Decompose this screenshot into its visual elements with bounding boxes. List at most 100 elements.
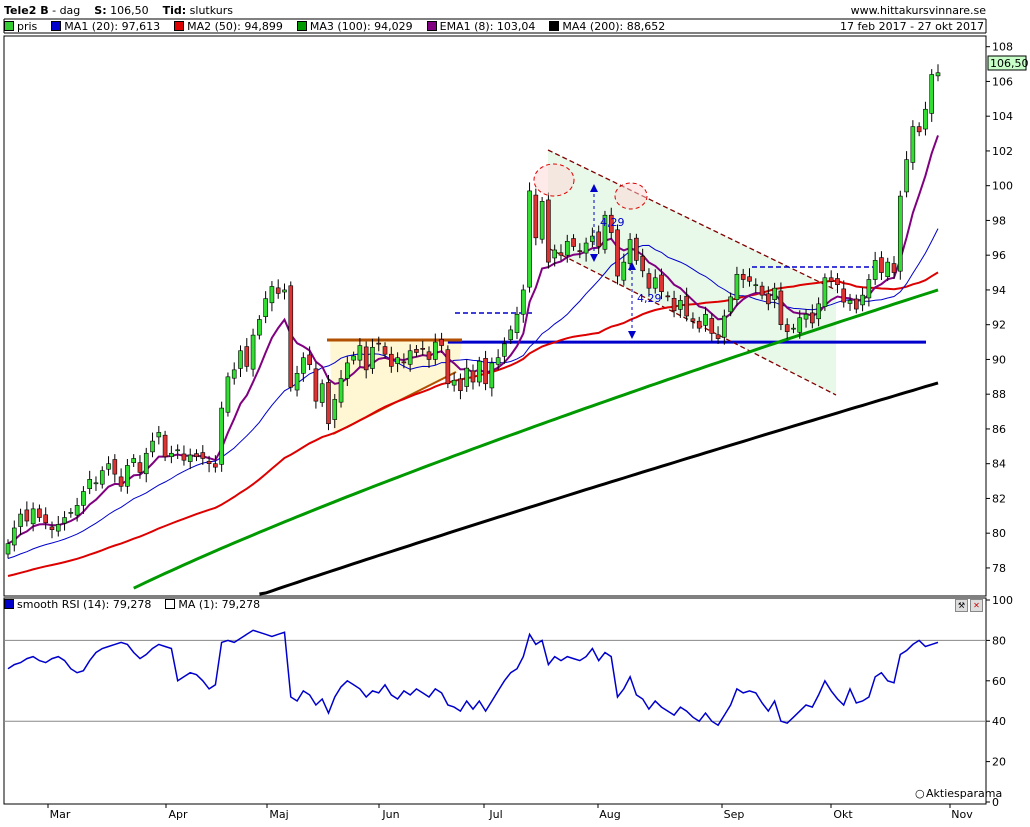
candle-body bbox=[18, 513, 23, 527]
candle-body bbox=[722, 315, 727, 338]
legend-swatch bbox=[4, 599, 14, 609]
candle-body bbox=[577, 250, 583, 253]
candle-body bbox=[854, 298, 859, 310]
candle-body bbox=[389, 353, 394, 367]
price-legend: pris MA1 (20): 97,613 MA2 (50): 94,899 MA3 … bbox=[4, 20, 679, 33]
candle-body bbox=[640, 255, 645, 272]
rsi-ytick-label: 20 bbox=[992, 756, 1006, 769]
candle-body bbox=[696, 320, 702, 329]
candle-body bbox=[476, 360, 482, 383]
candle-body bbox=[275, 287, 281, 294]
candle-body bbox=[294, 373, 300, 391]
price-ytick-label: 80 bbox=[992, 527, 1006, 540]
candle-body bbox=[206, 460, 212, 464]
candle-body bbox=[370, 346, 375, 369]
x-axis-label: Maj bbox=[269, 808, 288, 821]
candle-body bbox=[162, 434, 168, 458]
candle-body bbox=[571, 238, 576, 247]
candle-body bbox=[709, 318, 715, 334]
candle-body bbox=[740, 273, 746, 280]
watermark: Aktiesparama bbox=[926, 787, 1002, 800]
candle-body bbox=[11, 527, 17, 546]
price-ytick-label: 100 bbox=[992, 180, 1013, 193]
interval: dag bbox=[59, 4, 81, 17]
candle-body bbox=[313, 368, 319, 402]
candle-body bbox=[784, 324, 790, 332]
top-marker-2 bbox=[614, 182, 648, 210]
candle-body bbox=[250, 334, 256, 370]
candle-body bbox=[646, 273, 652, 289]
candle-body bbox=[734, 273, 740, 300]
candle-body bbox=[269, 286, 275, 304]
legend-label: MA (1): 79,278 bbox=[178, 598, 261, 611]
price-ytick-label: 86 bbox=[992, 423, 1006, 436]
candle-body bbox=[602, 214, 608, 250]
candle-body bbox=[125, 465, 130, 487]
price-legend-item: MA1 (20): 97,613 bbox=[51, 20, 160, 33]
candle-body bbox=[49, 526, 55, 531]
candle-body bbox=[55, 524, 61, 532]
price-legend-item: MA3 (100): 94,029 bbox=[296, 20, 413, 33]
candle-body bbox=[43, 514, 49, 524]
candle-body bbox=[860, 294, 865, 306]
price-legend-item: pris bbox=[4, 20, 37, 33]
candle-body bbox=[816, 303, 821, 320]
candle-body bbox=[684, 295, 689, 317]
candle-body bbox=[879, 257, 884, 273]
rsi-legend: smooth RSI (14): 79,278 MA (1): 79,278 bbox=[4, 598, 274, 611]
candle-body bbox=[68, 512, 74, 514]
candle-body bbox=[665, 295, 671, 298]
candle-body bbox=[81, 491, 86, 506]
price-ytick-label: 84 bbox=[992, 458, 1006, 471]
x-axis-label: Sep bbox=[724, 808, 745, 821]
candle-body bbox=[150, 440, 155, 453]
price-label: S: bbox=[94, 4, 107, 17]
candle-body bbox=[426, 351, 432, 360]
candle-body bbox=[225, 376, 231, 413]
x-axis-label: Jul bbox=[488, 808, 502, 821]
candle-body bbox=[326, 382, 331, 425]
candle-body bbox=[288, 285, 294, 388]
close-icon[interactable]: ✕ bbox=[970, 599, 983, 612]
candle-body bbox=[508, 329, 514, 340]
candle-body bbox=[897, 195, 903, 272]
price-ytick-label: 106 bbox=[992, 75, 1013, 88]
price-value: 106,50 bbox=[110, 4, 149, 17]
site-url[interactable]: www.hittakursvinnare.se bbox=[850, 4, 986, 17]
candle-body bbox=[835, 278, 840, 286]
candle-body bbox=[30, 508, 36, 525]
candle-body bbox=[451, 379, 457, 386]
candle-body bbox=[489, 362, 495, 389]
candle-body bbox=[910, 126, 916, 163]
candle-body bbox=[307, 354, 312, 365]
candle-body bbox=[93, 482, 99, 485]
legend-label: MA3 (100): 94,029 bbox=[309, 20, 413, 33]
candle-body bbox=[803, 313, 809, 320]
candle-body bbox=[87, 479, 92, 490]
settings-icon[interactable]: ⚒ bbox=[955, 599, 968, 612]
candle-body bbox=[395, 357, 400, 364]
candle-body bbox=[200, 452, 206, 459]
x-axis-label: Nov bbox=[951, 808, 973, 821]
candle-body bbox=[332, 399, 338, 420]
date-range: 17 feb 2017 - 27 okt 2017 bbox=[840, 20, 984, 33]
candle-body bbox=[671, 297, 677, 312]
candle-body bbox=[621, 261, 627, 281]
candle-body bbox=[143, 452, 149, 475]
rsi-line bbox=[7, 629, 939, 727]
rsi-legend-item: MA (1): 79,278 bbox=[165, 598, 260, 611]
candle-body bbox=[841, 288, 847, 303]
rsi-ytick-label: 80 bbox=[992, 634, 1006, 647]
candle-body bbox=[872, 260, 878, 280]
candle-body bbox=[112, 459, 118, 475]
candle-body bbox=[929, 74, 935, 114]
x-axis-label: Jun bbox=[381, 808, 399, 821]
watermark-icon: ○ bbox=[915, 787, 925, 800]
candle-body bbox=[791, 327, 796, 330]
price-ytick-label: 98 bbox=[992, 214, 1006, 227]
candle-body bbox=[615, 229, 620, 277]
title-separator: - bbox=[48, 4, 60, 17]
candle-body bbox=[885, 261, 891, 278]
price-ytick-label: 78 bbox=[992, 562, 1006, 575]
